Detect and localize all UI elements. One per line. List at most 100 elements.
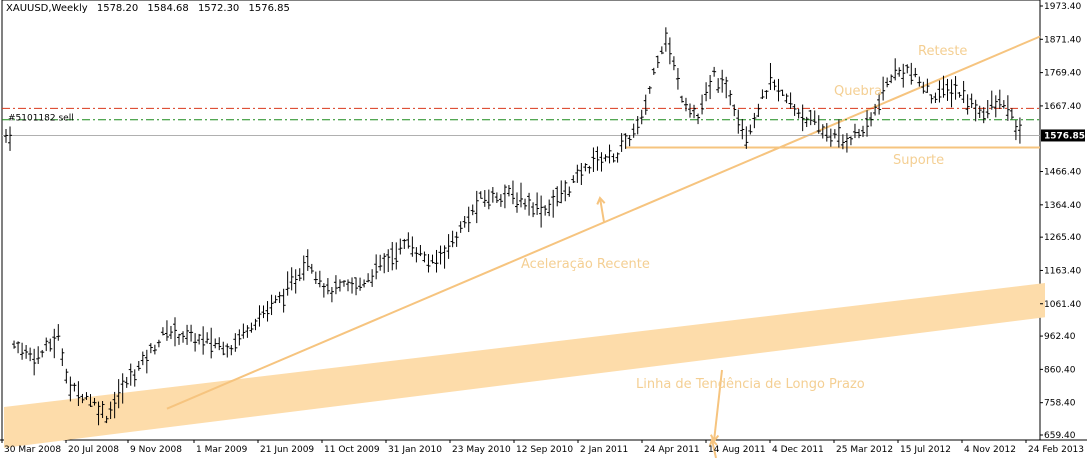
- ohlc-bar: [953, 76, 958, 100]
- ohlc-bar: [301, 255, 306, 281]
- y-tick-label: 1973.40: [1044, 2, 1081, 12]
- ohlc-bar: [156, 339, 161, 348]
- ohlc-bar: [277, 291, 282, 303]
- open-value: 1578.20: [96, 3, 139, 14]
- ohlc-bar: [4, 129, 8, 143]
- ohlc-bar: [941, 75, 946, 98]
- ohlc-bar: [844, 133, 849, 153]
- current-price-label: 1576.85: [1044, 131, 1085, 141]
- y-tick-label: 1364.40: [1044, 201, 1081, 211]
- ohlc-bar: [329, 287, 334, 303]
- ohlc-bar: [760, 89, 765, 100]
- ohlc-bar: [1017, 117, 1022, 144]
- ohlc-bar: [341, 280, 346, 287]
- annotation-linha-de-tend-ncia-de-longo-prazo: Linha de Tendência de Longo Prazo: [636, 377, 865, 392]
- ohlc-bar: [1005, 95, 1010, 121]
- ohlc-bar: [60, 348, 65, 367]
- ohlc-bar: [993, 95, 998, 118]
- ohlc-bar: [635, 116, 640, 135]
- ohlc-bar: [136, 360, 141, 371]
- ohlc-bar: [450, 230, 455, 248]
- ohlc-bar: [728, 90, 733, 106]
- ohlc-bar: [796, 108, 801, 119]
- ohlc-bar: [583, 163, 588, 172]
- ohlc-bar: [148, 343, 153, 354]
- ohlc-bar: [241, 323, 246, 339]
- ohlc-bar: [394, 242, 399, 270]
- x-tick-label: 2 Jan 2011: [580, 445, 628, 455]
- ohlc-bar: [579, 162, 584, 185]
- ohlc-bar: [482, 190, 487, 207]
- order-label[interactable]: #5101182 sell: [8, 113, 74, 123]
- ohlc-bar: [438, 245, 443, 265]
- ohlc-bar: [856, 128, 861, 139]
- ohlc-bar: [824, 123, 829, 142]
- ohlc-bar: [346, 279, 350, 292]
- long-term-arrow-stem-head: [710, 434, 720, 443]
- ohlc-bar: [64, 368, 69, 384]
- ohlc-bar: [973, 99, 978, 122]
- ohlc-bar: [877, 92, 882, 115]
- x-tick-label: 15 Jul 2012: [900, 445, 951, 455]
- ohlc-bar: [523, 198, 528, 210]
- ohlc-bar: [177, 333, 182, 345]
- ohlc-bar: [181, 331, 186, 343]
- ohlc-bar: [337, 279, 342, 292]
- long-term-trend-band: [4, 282, 1045, 448]
- ohlc-bar: [446, 234, 451, 259]
- ohlc-bar: [591, 147, 596, 173]
- ohlc-bar: [164, 320, 169, 341]
- ohlc-bar: [700, 94, 705, 115]
- ohlc-bar: [913, 67, 918, 78]
- ohlc-bar: [816, 115, 821, 134]
- ohlc-bar: [265, 301, 270, 322]
- ohlc-bar: [305, 249, 310, 271]
- ohlc-bar: [651, 67, 656, 75]
- annotation-reteste: Reteste: [918, 44, 967, 59]
- ohlc-bar: [28, 347, 33, 362]
- ohlc-bar: [563, 180, 568, 202]
- ohlc-bar: [547, 199, 552, 217]
- ohlc-bar: [478, 191, 483, 199]
- ohlc-bar: [889, 74, 894, 84]
- ohlc-bar: [309, 263, 314, 274]
- ohlc-bar: [317, 270, 322, 288]
- ohlc-bar: [261, 305, 266, 319]
- ohlc-bar: [869, 112, 874, 127]
- ohlc-bar: [386, 249, 391, 272]
- ohlc-bar: [474, 190, 479, 224]
- ohlc-bar: [997, 89, 1002, 109]
- x-tick-label: 11 Oct 2009: [324, 445, 380, 455]
- ohlc-bar: [969, 93, 974, 109]
- ohlc-bar: [587, 165, 592, 174]
- ohlc-bar: [603, 154, 608, 162]
- ohlc-bar: [901, 63, 906, 88]
- ohlc-bar: [221, 341, 226, 356]
- ohlc-bar: [531, 202, 536, 218]
- ohlc-bar: [233, 333, 238, 352]
- ohlc-bar: [458, 221, 463, 233]
- ohlc-bar: [989, 90, 994, 110]
- ohlc-bar: [917, 76, 922, 87]
- ohlc-bar: [768, 62, 773, 91]
- ohlc-bar: [402, 238, 407, 249]
- ohlc-bar: [293, 269, 298, 294]
- ohlc-bar: [92, 397, 97, 406]
- ohlc-bar: [607, 144, 612, 164]
- ohlc-bar: [655, 55, 660, 68]
- y-tick-label: 1769.40: [1044, 69, 1081, 79]
- ohlc-bar: [937, 80, 942, 103]
- ohlc-bar: [720, 69, 725, 93]
- ohlc-bar: [325, 278, 330, 295]
- ohlc-bar: [1009, 108, 1014, 120]
- x-tick-label: 20 Jul 2008: [68, 445, 119, 455]
- ohlc-bar: [16, 341, 21, 354]
- ohlc-bar: [639, 109, 644, 125]
- ohlc-bar: [434, 249, 439, 273]
- y-tick-label: 860.40: [1044, 365, 1076, 375]
- ohlc-bar: [44, 337, 49, 352]
- ohlc-bar: [462, 216, 467, 228]
- ohlc-bar: [12, 340, 17, 349]
